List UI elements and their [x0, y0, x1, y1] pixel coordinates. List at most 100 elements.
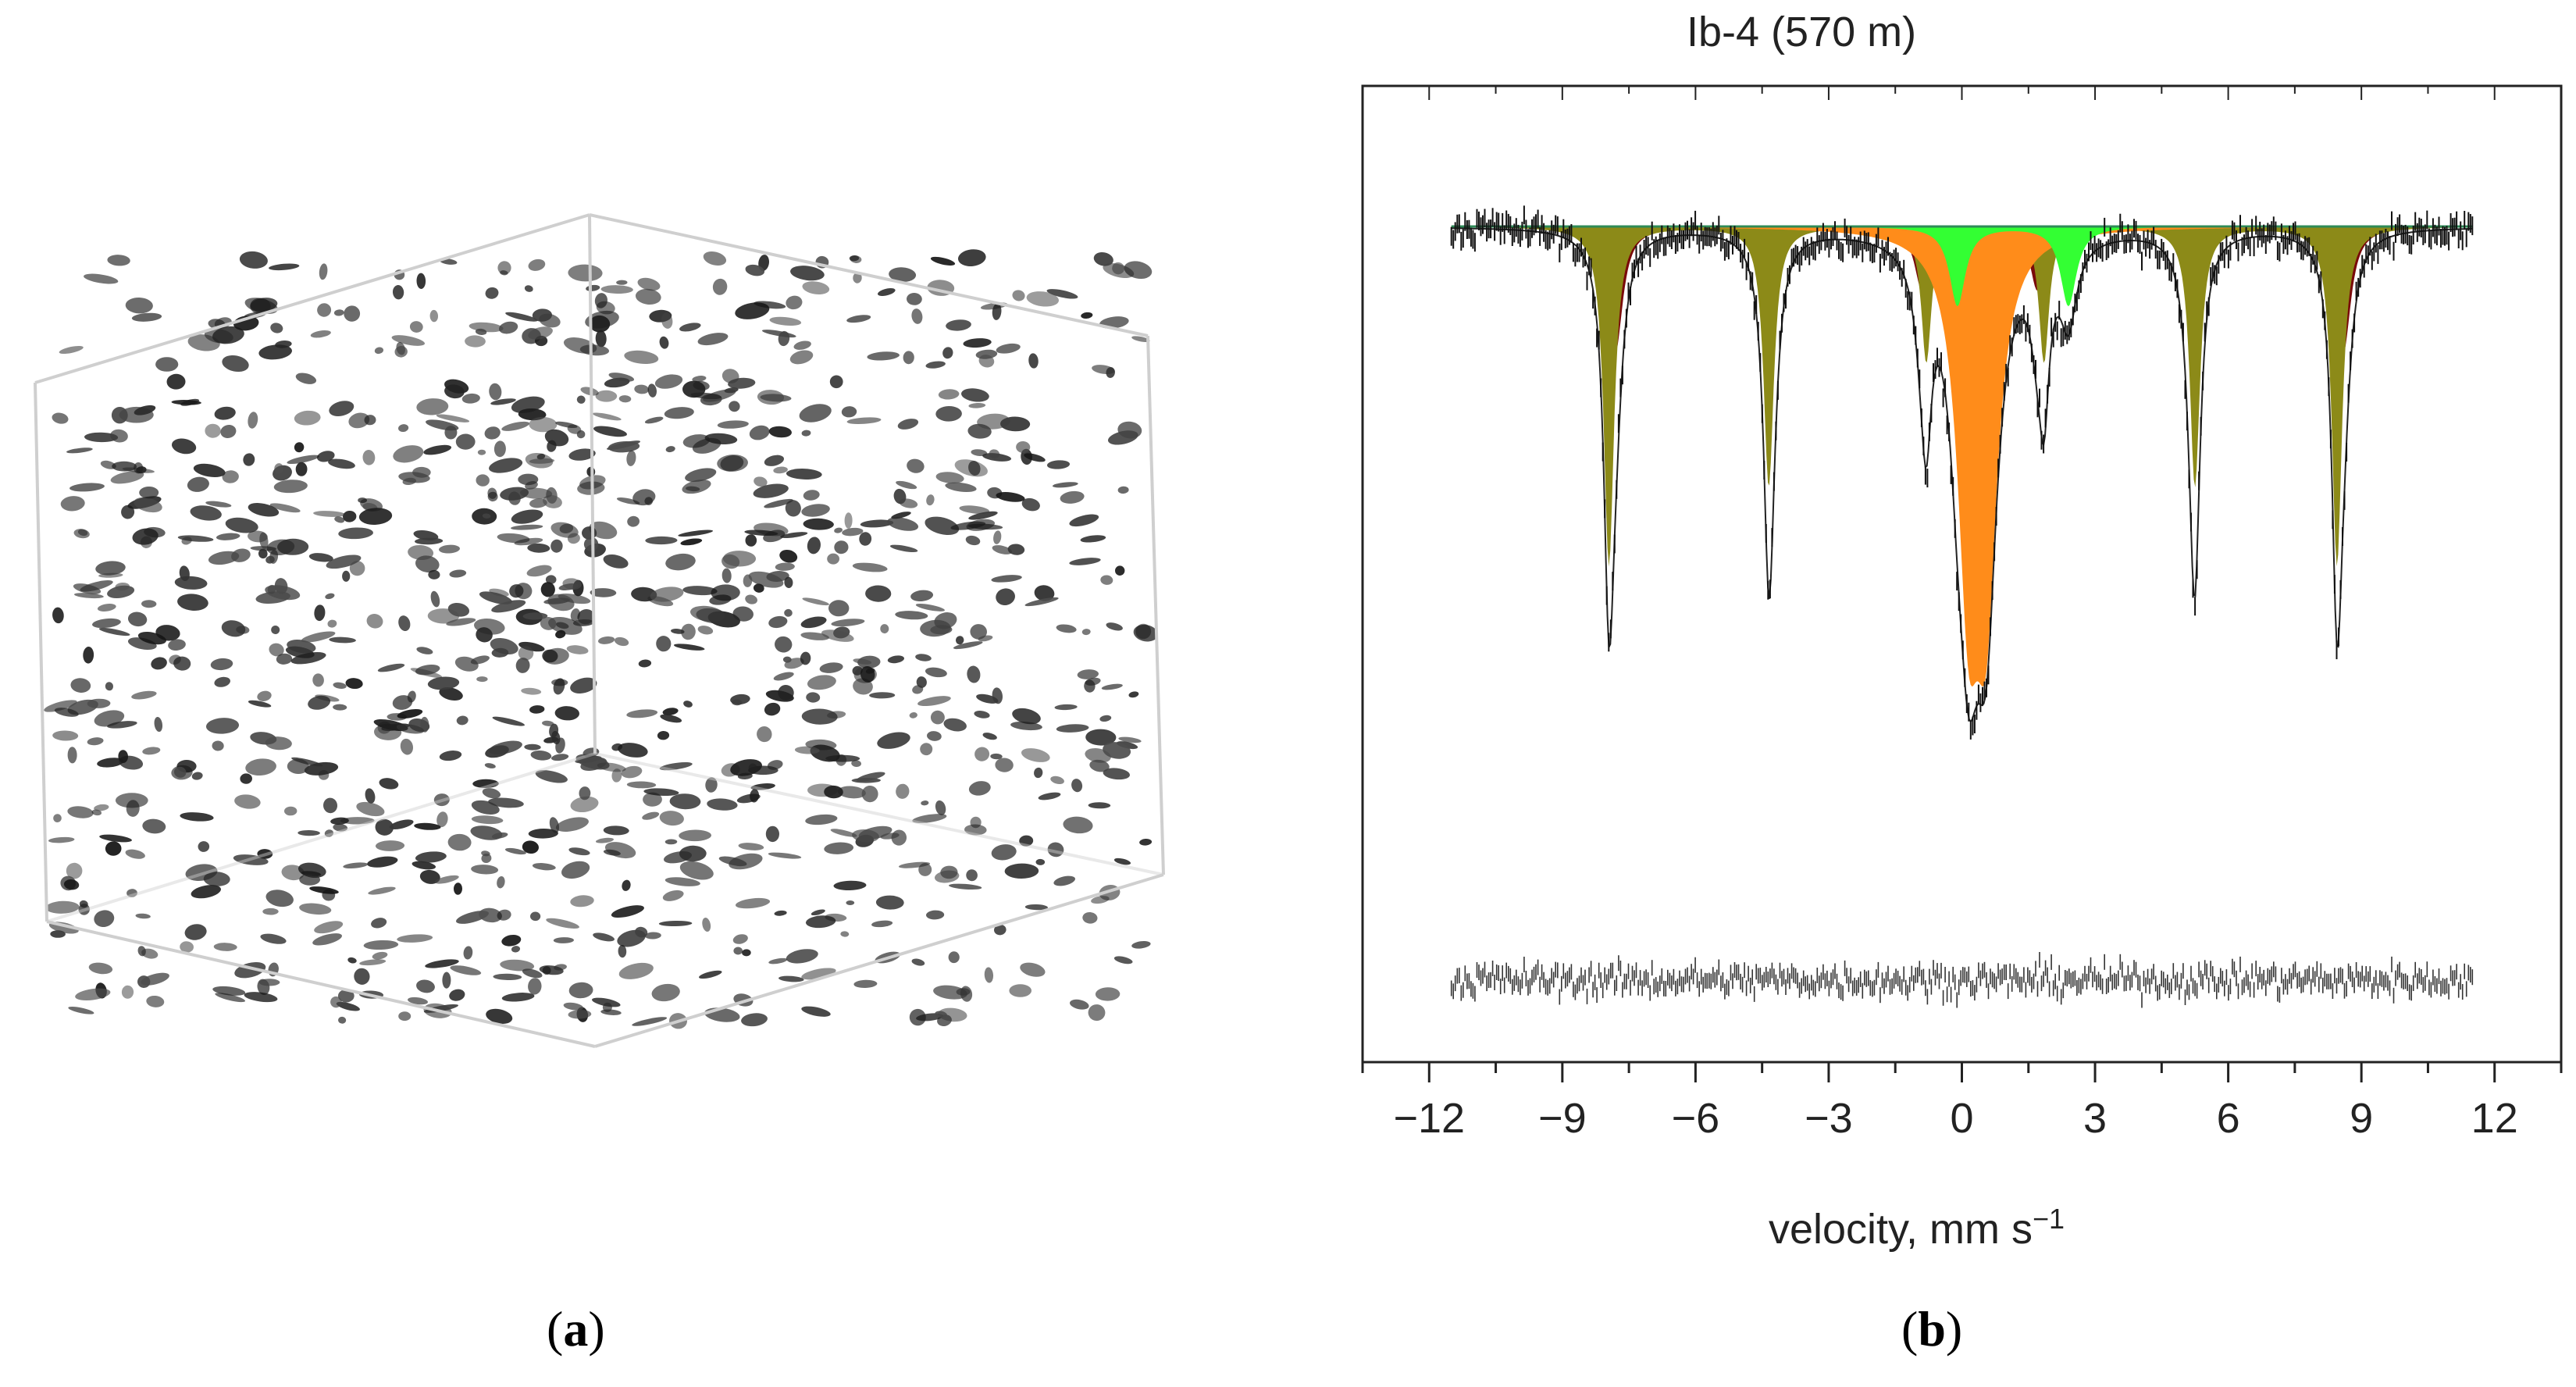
volume-particle: [595, 390, 618, 402]
volume-particle: [875, 895, 904, 910]
volume-particle: [454, 656, 479, 672]
x-tick-label: −3: [1805, 1095, 1853, 1142]
volume-particle: [342, 570, 351, 582]
volume-particle: [889, 544, 918, 553]
panel-a-label-letter: a: [563, 1301, 589, 1357]
volume-particle: [735, 302, 770, 319]
volume-bounding-box: [34, 213, 1165, 1048]
volume-particle: [750, 789, 760, 803]
volume-particle: [632, 489, 656, 506]
volume-particle: [95, 561, 126, 576]
volume-particle: [258, 344, 293, 360]
volume-particle: [371, 918, 387, 929]
volume-particle: [827, 553, 839, 565]
volume-particle: [871, 920, 893, 928]
volume-particle: [111, 407, 128, 424]
volume-particle: [60, 496, 85, 512]
volume-particle: [336, 1001, 360, 1011]
volume-particle: [471, 865, 499, 875]
volume-particle: [476, 474, 490, 487]
volume-particle: [375, 840, 405, 851]
volume-particle: [155, 357, 179, 372]
volume-particle: [553, 937, 574, 943]
volume-particle: [568, 847, 590, 856]
volume-particle: [618, 962, 654, 979]
volume-particle: [174, 576, 208, 590]
volume-particle: [968, 511, 998, 520]
volume-particle: [498, 321, 518, 334]
volume-particle: [347, 957, 357, 964]
volume-particle: [665, 553, 696, 571]
volume-particle: [801, 430, 811, 437]
volume-particle: [125, 297, 153, 314]
volume-particle: [394, 345, 408, 358]
volume-particle: [476, 676, 488, 683]
volume-particle: [634, 384, 650, 394]
volume-particle: [920, 743, 933, 756]
volume-particle: [67, 806, 94, 818]
fit-envelope: [1451, 227, 2473, 723]
volume-particle: [745, 594, 757, 604]
volume-particle: [349, 561, 365, 576]
volume-particle: [732, 934, 748, 944]
volume-particle: [948, 951, 960, 964]
volume-particle: [205, 718, 240, 734]
volume-particle: [660, 714, 682, 723]
panel-a-label: (a): [547, 1300, 605, 1358]
volume-particle: [1056, 624, 1077, 633]
volume-particle: [720, 455, 744, 472]
volume-particle: [867, 351, 900, 361]
volume-particle: [461, 393, 480, 404]
volume-particle: [522, 840, 539, 854]
volume-particle: [647, 383, 657, 398]
volume-particle: [501, 421, 530, 431]
volume-particle: [287, 758, 309, 775]
volume-particle: [1016, 440, 1031, 454]
mossbauer-chart: −12 −9 −6 −3 0 3 6 9 12: [1361, 84, 2563, 1142]
volume-particle: [511, 509, 543, 524]
volume-particle: [1099, 715, 1112, 722]
volume-particle: [110, 429, 128, 443]
volume-particle: [392, 695, 413, 710]
volume-particle: [125, 849, 145, 859]
x-tick-label: 9: [2350, 1095, 2373, 1142]
volume-particle: [179, 565, 190, 582]
volume-particle: [644, 416, 664, 424]
volume-particle: [829, 375, 843, 389]
volume-particle: [542, 720, 554, 726]
volume-particle: [880, 624, 889, 634]
volume-particle: [995, 758, 1014, 772]
volume-particle: [396, 724, 425, 734]
volume-particle: [978, 355, 995, 368]
volume-particle: [750, 783, 775, 790]
volume-particle: [1095, 987, 1121, 1001]
volume-particle: [131, 312, 162, 322]
volume-particle: [244, 992, 278, 1003]
panel-b-label-close: ): [1945, 1301, 1963, 1357]
volume-particle: [909, 712, 917, 718]
volume-particle: [447, 833, 472, 851]
volume-particle: [699, 970, 722, 979]
panel-b-label-open: (: [1901, 1301, 1919, 1357]
volume-particle: [482, 513, 491, 519]
volume-particle: [550, 539, 563, 553]
volume-particle: [624, 350, 659, 365]
volume-particle: [333, 309, 344, 316]
volume-particle: [865, 585, 892, 602]
volume-particle: [664, 877, 700, 886]
volume-particle: [231, 548, 251, 562]
volume-particle: [935, 800, 946, 815]
volume-particle: [436, 811, 448, 828]
volume-particle: [546, 918, 579, 929]
volume-particle: [568, 448, 596, 461]
volume-particle: [551, 730, 561, 745]
volume-particle: [768, 957, 788, 964]
volume-particle: [326, 554, 362, 569]
volume-particle: [597, 636, 615, 644]
volume-particle: [749, 425, 770, 440]
volume-particle: [1089, 759, 1110, 772]
volume-particle: [583, 537, 599, 552]
volume-particle: [671, 629, 685, 634]
volume-particle: [181, 537, 192, 545]
volume-particle: [416, 273, 426, 289]
